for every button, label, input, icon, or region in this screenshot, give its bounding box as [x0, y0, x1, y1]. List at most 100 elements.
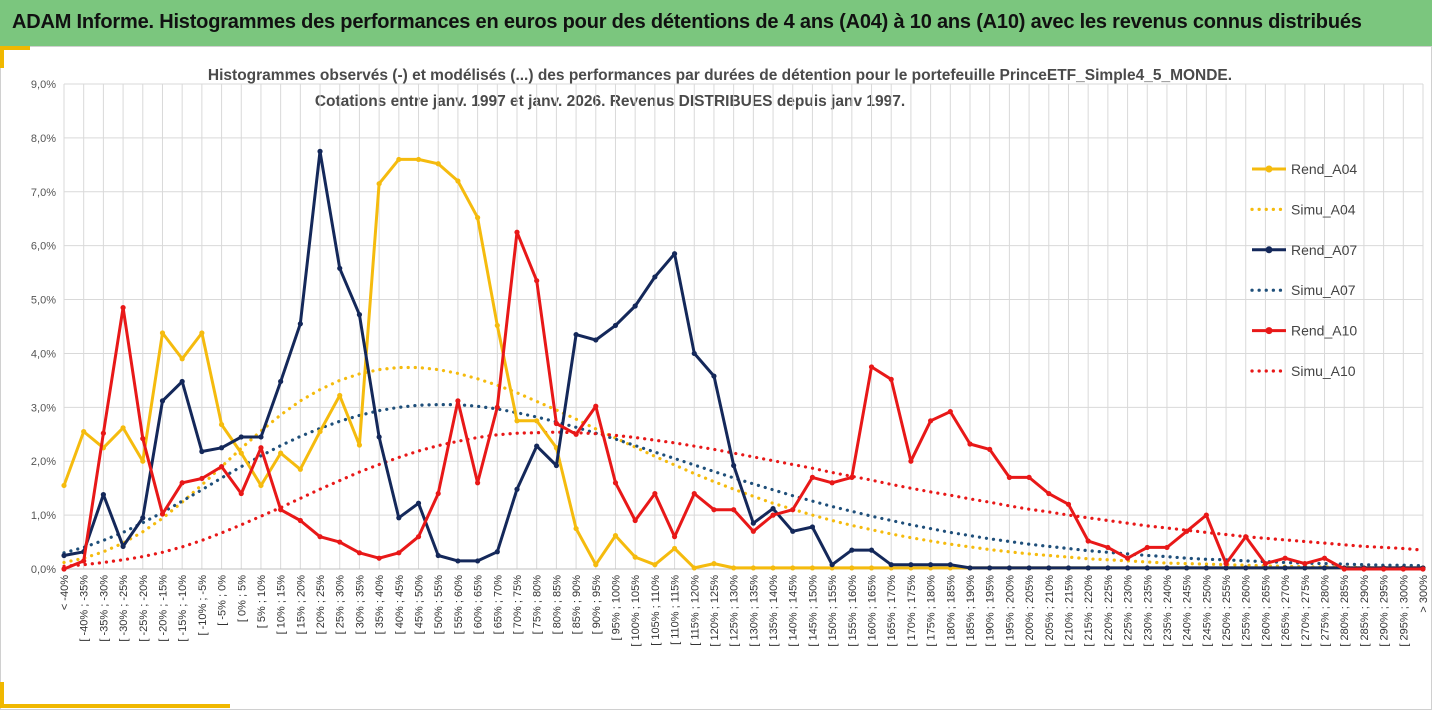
data-point — [1243, 565, 1249, 571]
data-point — [376, 555, 382, 561]
data-point — [593, 403, 599, 409]
data-point — [790, 528, 796, 534]
data-point — [849, 565, 855, 571]
data-point — [376, 434, 382, 440]
data-point — [652, 274, 658, 280]
data-point — [987, 565, 993, 571]
series-line-simu-a07 — [62, 403, 1425, 568]
data-point — [691, 350, 697, 357]
data-point — [494, 404, 500, 410]
x-tick-label: [ -25% ; -20% — [138, 575, 150, 642]
series-simu-a04 — [62, 365, 1425, 570]
data-point — [1321, 565, 1328, 571]
data-point — [1065, 501, 1072, 507]
legend-item-simu-a07: Simu_A07 — [1250, 282, 1356, 298]
x-tick-label: [ 125% ; 130% — [729, 575, 741, 647]
data-point — [455, 558, 461, 564]
legend-item-simu-a10: Simu_A10 — [1250, 363, 1356, 379]
x-tick-label: [ 180% ; 185% — [945, 575, 957, 647]
data-point — [1262, 565, 1269, 571]
data-point — [829, 562, 835, 568]
x-tick-label: [ 110% ; 115% — [670, 575, 682, 645]
data-point — [1400, 566, 1406, 572]
data-point — [140, 435, 146, 442]
x-tick-label: [ 220% ; 225% — [1103, 575, 1115, 647]
legend-item-rend-a04: Rend_A04 — [1252, 161, 1357, 177]
data-point — [632, 517, 638, 524]
data-point — [1203, 512, 1209, 518]
data-point — [809, 565, 816, 571]
corner-accent-top-bar — [0, 46, 30, 50]
data-point — [573, 331, 579, 338]
data-point — [396, 515, 402, 521]
series-rend-a04 — [61, 156, 1426, 571]
series-simu-a07 — [62, 403, 1425, 568]
data-point — [1105, 544, 1111, 551]
data-point — [612, 532, 619, 539]
data-point — [475, 215, 481, 221]
x-tick-label: [ 145% ; 150% — [807, 575, 819, 647]
series-rend-a07 — [61, 148, 1426, 571]
data-point — [612, 322, 619, 329]
x-tick-label: [ 245% ; 250% — [1201, 575, 1213, 647]
x-tick-label: [ 20% ; 25% — [315, 575, 327, 635]
data-point — [494, 549, 500, 555]
x-tick-label: [ 100% ; 105% — [630, 575, 642, 647]
chart-title: Histogrammes observés (-) et modélisés (… — [208, 67, 1232, 84]
data-point — [297, 466, 303, 472]
data-point — [809, 524, 816, 530]
x-tick-label: [ 255% ; 260% — [1241, 575, 1253, 647]
x-tick-label: < -40% — [59, 575, 71, 610]
data-point — [120, 305, 126, 311]
series-line-rend-a07 — [63, 149, 1423, 570]
data-point — [455, 398, 461, 404]
data-point — [691, 565, 697, 571]
data-point — [731, 462, 737, 469]
x-tick-label: [ 235% ; 240% — [1162, 575, 1174, 647]
x-tick-label: [ -10% ; -5% — [197, 575, 209, 636]
data-point — [534, 418, 540, 424]
data-point — [1085, 565, 1091, 571]
x-tick-label: [ 285% ; 290% — [1359, 575, 1371, 647]
data-point — [258, 482, 264, 489]
data-point — [179, 480, 185, 486]
data-point — [1124, 555, 1131, 561]
data-point — [1006, 474, 1012, 480]
data-point — [1420, 566, 1426, 572]
corner-accent-bottom — [0, 682, 4, 708]
x-tick-label: [ 70% ; 75% — [512, 575, 524, 635]
data-point — [475, 480, 481, 486]
x-tick-label: [ 195% ; 200% — [1004, 575, 1016, 647]
x-tick-label: [ 50% ; 55% — [433, 575, 445, 635]
data-point — [1223, 565, 1229, 571]
data-point — [987, 446, 993, 452]
data-point — [947, 409, 953, 415]
data-point — [258, 445, 264, 451]
y-tick-label: 8,0% — [31, 133, 56, 145]
data-point — [297, 321, 303, 327]
x-tick-label: [ 190% ; 195% — [985, 575, 997, 647]
data-point — [1203, 565, 1209, 571]
x-tick-label: [ 90% ; 95% — [591, 575, 603, 635]
data-point — [593, 562, 599, 568]
data-point — [967, 441, 973, 447]
series-simu-a10 — [62, 430, 1425, 568]
data-point — [750, 520, 756, 526]
data-point — [1026, 474, 1032, 480]
data-point — [711, 507, 717, 513]
data-point — [770, 565, 776, 571]
x-tick-label: [ 200% ; 205% — [1024, 575, 1036, 647]
x-tick-label: [ 130% ; 135% — [748, 575, 760, 647]
data-point — [61, 482, 67, 489]
y-tick-label: 0,0% — [31, 564, 56, 576]
x-tick-label: [ 60% ; 65% — [473, 575, 485, 635]
legend-label: Rend_A10 — [1291, 323, 1357, 339]
data-point — [1282, 565, 1288, 571]
data-point — [573, 431, 579, 437]
data-point — [849, 474, 855, 480]
data-point — [179, 378, 185, 385]
data-point — [337, 539, 343, 545]
data-point — [868, 547, 875, 553]
data-point — [790, 507, 796, 513]
